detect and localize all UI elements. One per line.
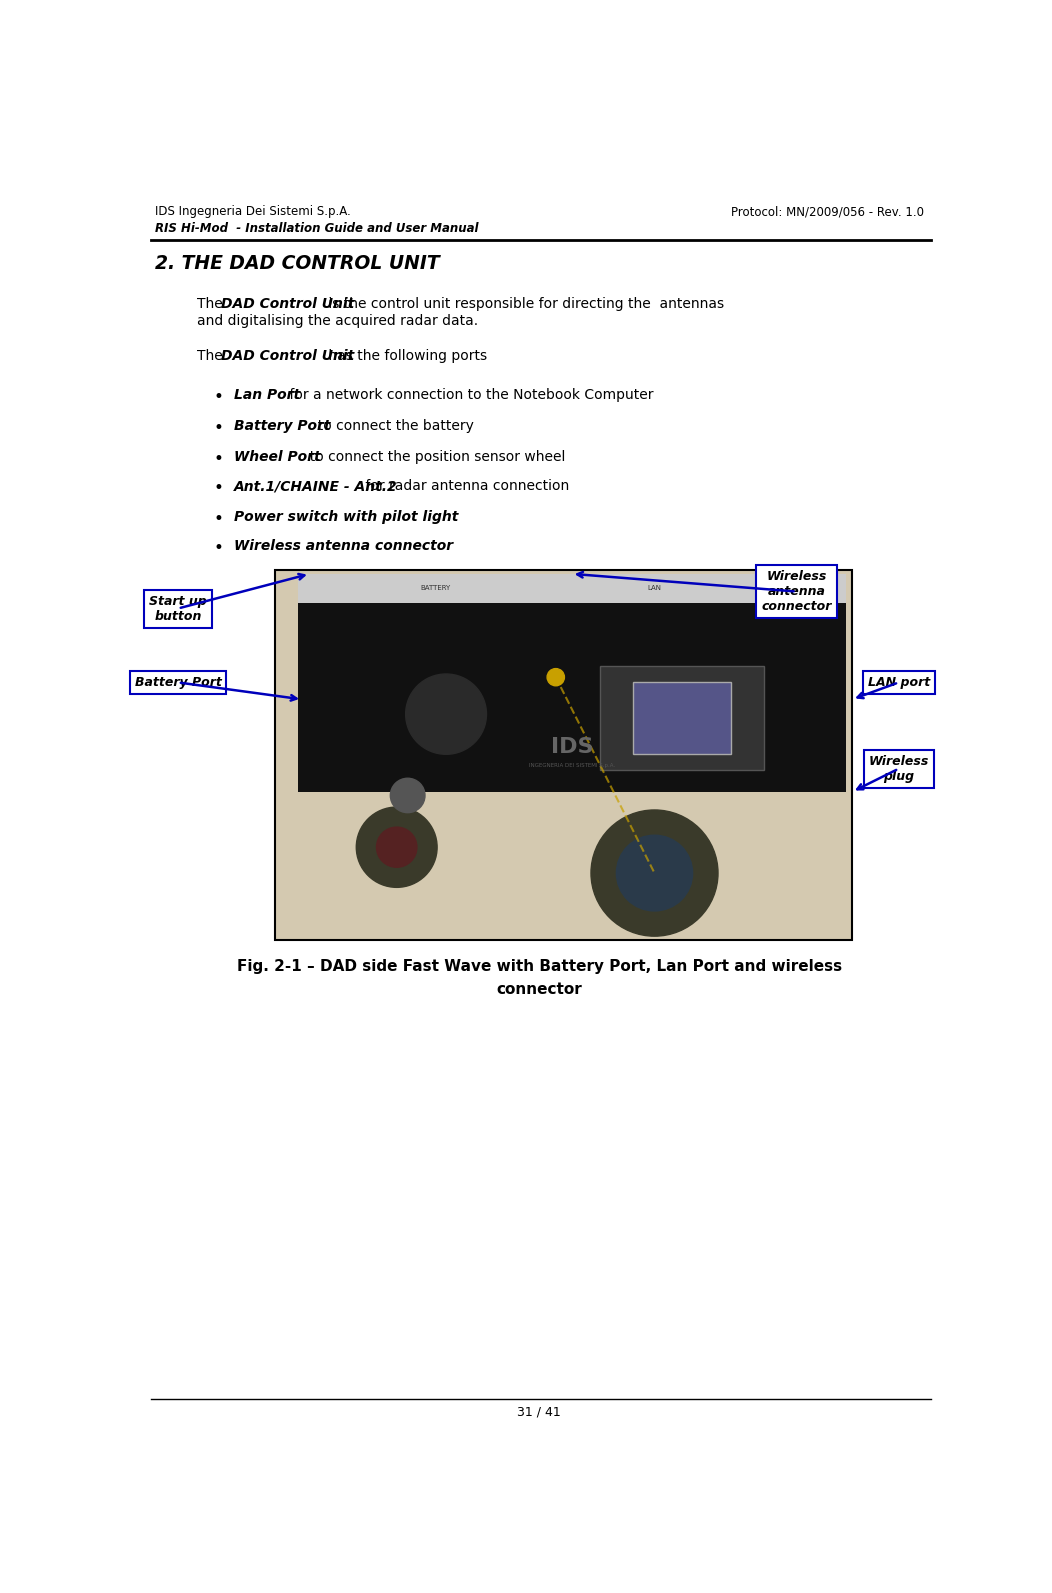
Text: Lan Port: Lan Port — [234, 389, 300, 403]
Text: Battery Port: Battery Port — [135, 675, 221, 688]
Text: DAD Control Unit: DAD Control Unit — [221, 298, 353, 311]
Text: to connect the battery: to connect the battery — [308, 419, 473, 433]
Text: for radar antenna connection: for radar antenna connection — [361, 479, 569, 494]
Text: Fig. 2-1 – DAD side Fast Wave with Battery Port, Lan Port and wireless: Fig. 2-1 – DAD side Fast Wave with Batte… — [237, 959, 842, 973]
Circle shape — [406, 674, 486, 755]
Text: Battery Port: Battery Port — [234, 419, 330, 433]
Text: to connect the position sensor wheel: to connect the position sensor wheel — [301, 449, 565, 464]
Text: Ant.1/CHAINE - Ant.2: Ant.1/CHAINE - Ant.2 — [234, 479, 398, 494]
Text: RIS Hi-Mod  - Installation Guide and User Manual: RIS Hi-Mod - Installation Guide and User… — [155, 221, 479, 234]
Text: 2. THE DAD CONTROL UNIT: 2. THE DAD CONTROL UNIT — [155, 255, 440, 274]
Circle shape — [591, 809, 719, 937]
Text: BATTERY: BATTERY — [420, 586, 450, 591]
Text: The: The — [198, 349, 227, 363]
Text: LAN: LAN — [647, 586, 662, 591]
Text: Wheel Port: Wheel Port — [234, 449, 321, 464]
Circle shape — [357, 808, 438, 887]
Text: and digitalising the acquired radar data.: and digitalising the acquired radar data… — [198, 314, 479, 328]
Text: DAD Control Unit: DAD Control Unit — [221, 349, 353, 363]
Text: connector: connector — [497, 981, 582, 997]
Text: Wireless
antenna
connector: Wireless antenna connector — [762, 570, 832, 613]
Circle shape — [547, 669, 565, 687]
Text: for a network connection to the Notebook Computer: for a network connection to the Notebook… — [285, 389, 653, 403]
Text: •: • — [214, 510, 223, 527]
Text: INGEGNERIA DEI SISTEMI S.p.A.: INGEGNERIA DEI SISTEMI S.p.A. — [529, 763, 615, 768]
Bar — [298, 573, 847, 604]
Text: The: The — [198, 298, 227, 311]
Text: •: • — [214, 479, 223, 497]
Circle shape — [377, 827, 417, 867]
Bar — [275, 570, 852, 940]
Text: •: • — [214, 538, 223, 558]
Text: •: • — [214, 449, 223, 468]
Text: Wireless
plug: Wireless plug — [869, 755, 929, 782]
Text: Power switch with pilot light: Power switch with pilot light — [234, 510, 459, 524]
Text: Protocol: MN/2009/056 - Rev. 1.0: Protocol: MN/2009/056 - Rev. 1.0 — [730, 205, 924, 218]
Text: has the following ports: has the following ports — [324, 349, 487, 363]
Text: Start up
button: Start up button — [149, 594, 207, 623]
Bar — [298, 573, 847, 792]
Text: Wireless antenna connector: Wireless antenna connector — [234, 538, 453, 553]
Text: 31 / 41: 31 / 41 — [518, 1405, 561, 1418]
Text: •: • — [214, 419, 223, 436]
Circle shape — [616, 835, 692, 911]
Text: •: • — [214, 389, 223, 406]
Text: is the control unit responsible for directing the  antennas: is the control unit responsible for dire… — [324, 298, 724, 311]
Text: IDS: IDS — [551, 738, 593, 757]
Bar — [632, 682, 731, 753]
Text: IDS Ingegneria Dei Sistemi S.p.A.: IDS Ingegneria Dei Sistemi S.p.A. — [155, 205, 350, 218]
Circle shape — [390, 779, 425, 812]
Bar — [600, 666, 764, 769]
Text: LAN port: LAN port — [868, 675, 930, 688]
